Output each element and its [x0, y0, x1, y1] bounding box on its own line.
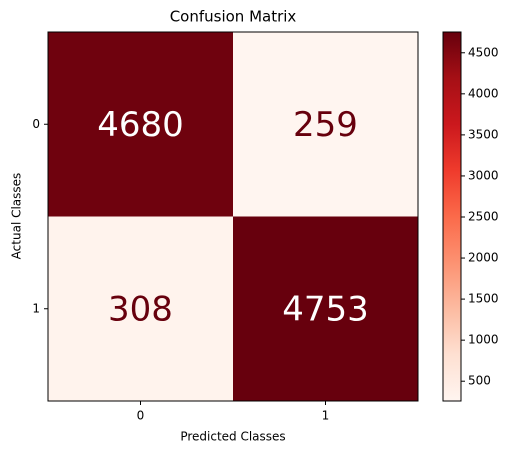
colorbar-tick-label: 3000: [468, 168, 499, 182]
colorbar-tick-label: 1500: [468, 292, 499, 306]
y-tick-label: 1: [32, 301, 40, 315]
heatmap-cell: [233, 32, 418, 217]
x-axis-label: Predicted Classes: [180, 430, 285, 444]
x-tick-label: 0: [137, 409, 145, 423]
colorbar-tick-label: 1000: [468, 333, 499, 347]
plot-frame: [47, 31, 419, 402]
colorbar-tick-label: 4500: [468, 45, 499, 59]
x-tick-label: 1: [322, 409, 330, 423]
colorbar-tick-label: 3500: [468, 127, 499, 141]
chart-title: Confusion Matrix: [170, 8, 297, 26]
colorbar-tick-label: 500: [468, 374, 491, 388]
heatmap-cell: [48, 216, 233, 401]
cell-label: 259: [293, 105, 358, 145]
colorbar-tick-label: 2500: [468, 209, 499, 223]
colorbar-tick-label: 2000: [468, 251, 499, 265]
y-tick-label: 0: [32, 117, 40, 131]
cell-label: 4753: [282, 289, 369, 329]
heatmap-cell: [48, 32, 233, 217]
colorbar-tick-label: 4000: [468, 86, 499, 100]
cell-label: 308: [108, 289, 173, 329]
y-axis-label: Actual Classes: [10, 173, 24, 260]
cell-label: 4680: [97, 105, 184, 145]
colorbar: [442, 31, 462, 402]
heatmap-cell: [233, 216, 418, 401]
